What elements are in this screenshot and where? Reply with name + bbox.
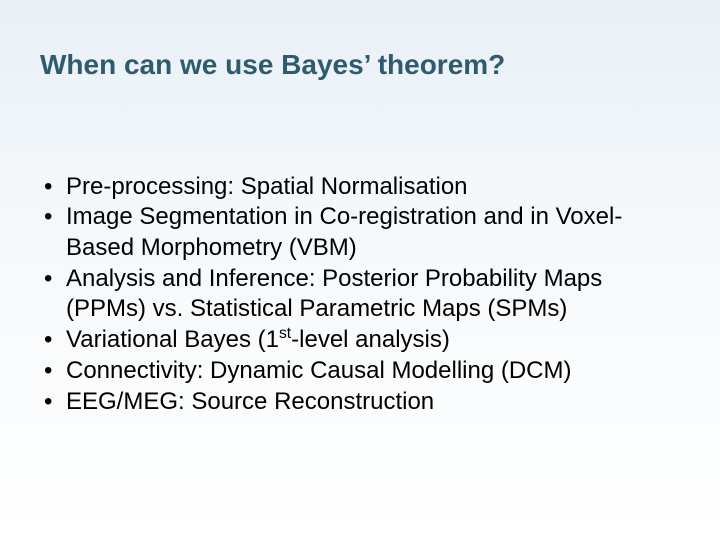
bullet-text: Variational Bayes (1st-level analysis)	[66, 326, 450, 353]
bullet-list: Pre-processing: Spatial Normalisation Im…	[40, 172, 680, 418]
list-item: Image Segmentation in Co-registration an…	[40, 202, 680, 263]
bullet-text: Pre-processing: Spatial Normalisation	[66, 173, 468, 200]
list-item: Variational Bayes (1st-level analysis)	[40, 325, 680, 356]
bullet-text: Analysis and Inference: Posterior Probab…	[66, 265, 602, 323]
bullet-text: Connectivity: Dynamic Causal Modelling (…	[66, 357, 572, 384]
slide-title: When can we use Bayes’ theorem?	[40, 48, 680, 82]
list-item: Pre-processing: Spatial Normalisation	[40, 172, 680, 203]
bullet-text: EEG/MEG: Source Reconstruction	[66, 388, 434, 415]
slide-container: When can we use Bayes’ theorem? Pre-proc…	[0, 0, 720, 540]
bullet-text: Image Segmentation in Co-registration an…	[66, 203, 622, 261]
list-item: Analysis and Inference: Posterior Probab…	[40, 264, 680, 325]
list-item: Connectivity: Dynamic Causal Modelling (…	[40, 356, 680, 387]
list-item: EEG/MEG: Source Reconstruction	[40, 387, 680, 418]
